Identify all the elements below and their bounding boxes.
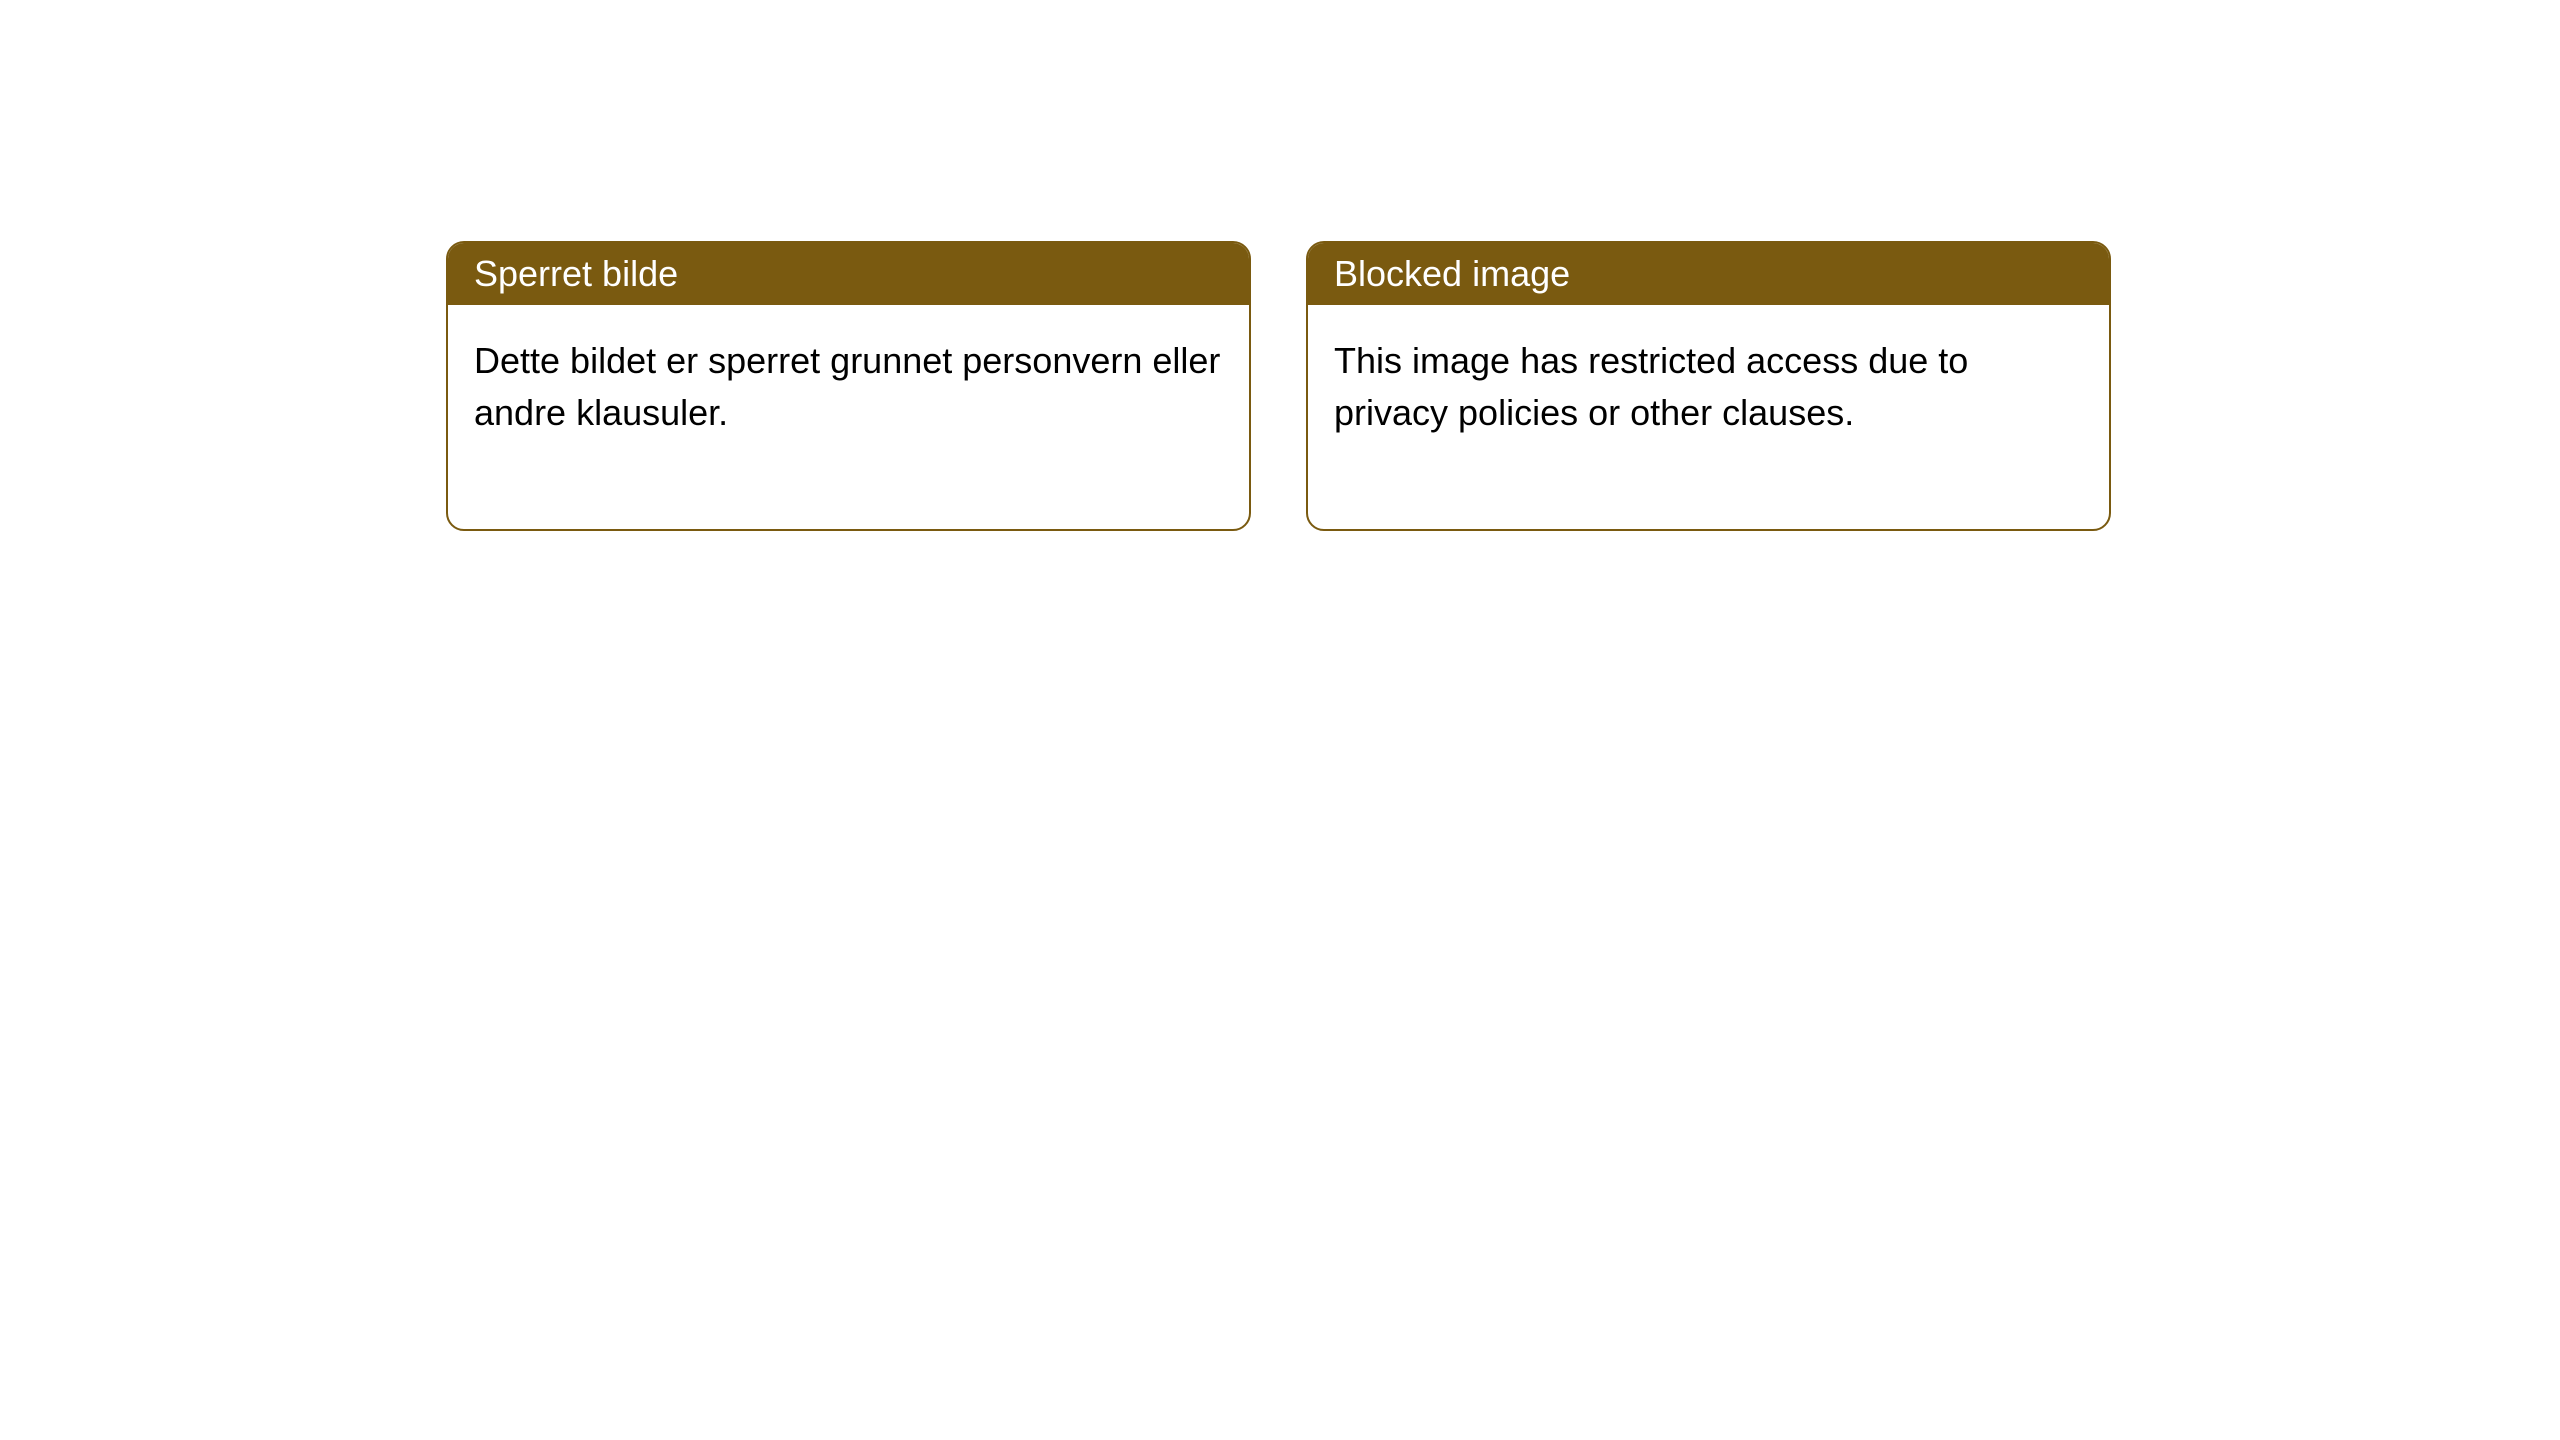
notice-card-norwegian: Sperret bilde Dette bildet er sperret gr… bbox=[446, 241, 1251, 531]
notice-text-english: This image has restricted access due to … bbox=[1334, 340, 1968, 433]
notice-body-english: This image has restricted access due to … bbox=[1308, 305, 2109, 529]
notice-text-norwegian: Dette bildet er sperret grunnet personve… bbox=[474, 340, 1220, 433]
notice-header-english: Blocked image bbox=[1308, 243, 2109, 305]
notice-body-norwegian: Dette bildet er sperret grunnet personve… bbox=[448, 305, 1249, 529]
notice-header-norwegian: Sperret bilde bbox=[448, 243, 1249, 305]
notice-card-english: Blocked image This image has restricted … bbox=[1306, 241, 2111, 531]
notice-title-english: Blocked image bbox=[1334, 253, 1570, 294]
notice-title-norwegian: Sperret bilde bbox=[474, 253, 678, 294]
notice-container: Sperret bilde Dette bildet er sperret gr… bbox=[0, 0, 2560, 531]
